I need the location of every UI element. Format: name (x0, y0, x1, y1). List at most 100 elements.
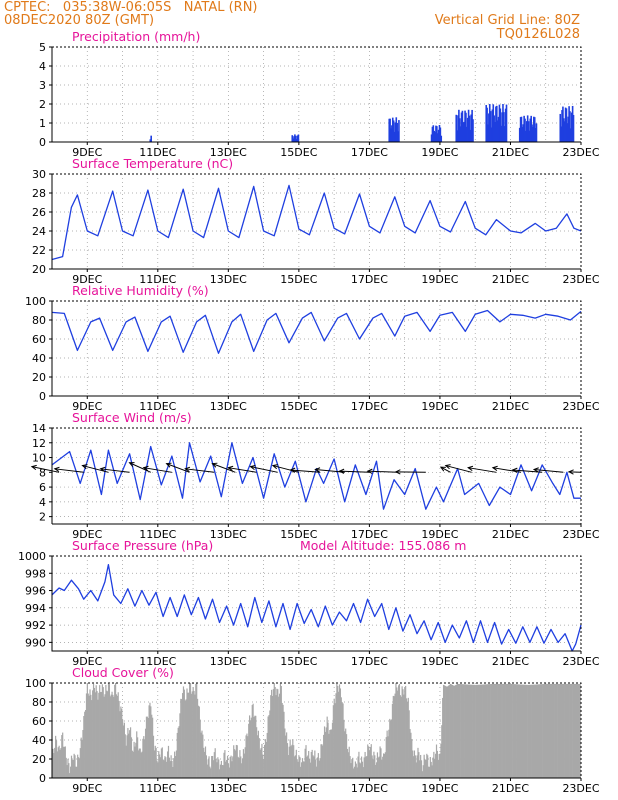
precip-bar (467, 109, 470, 142)
panel-frame (51, 300, 582, 397)
cloud-bar (489, 684, 491, 778)
precip-bar (490, 127, 493, 142)
cloud-bar (438, 753, 440, 778)
precip-bar (397, 131, 399, 142)
cloud-bar (428, 766, 431, 778)
cloud-bar (569, 683, 571, 778)
cloud-bar (302, 761, 304, 778)
cloud-bar (516, 684, 518, 778)
cloud-bar (421, 771, 423, 778)
precip-bar (571, 105, 574, 142)
cloud-bar (90, 694, 92, 778)
precip-bar (499, 108, 502, 142)
y-tick-label: 20 (32, 371, 46, 384)
cloud-bar (145, 716, 148, 778)
cloud-bar (288, 746, 290, 778)
cloud-bar (545, 683, 547, 778)
precip-bar (529, 118, 532, 142)
cloud-bar (242, 749, 245, 778)
cloud-bar (546, 683, 548, 778)
cloud-bar (436, 750, 438, 778)
cloud-bar (515, 684, 517, 778)
cloud-bar (178, 726, 180, 778)
precip-bar (462, 122, 465, 142)
cloud-bar (135, 742, 137, 778)
cloud-bar (172, 766, 174, 778)
wind-arrow (533, 469, 564, 473)
cloud-bar (279, 683, 282, 778)
cloud-bar (281, 702, 283, 778)
cloud-bar (508, 683, 510, 778)
precip-bar (394, 122, 397, 142)
cloud-bar (325, 727, 327, 778)
cloud-bar (407, 697, 409, 778)
cloud-bar (327, 722, 329, 778)
cloud-bar (570, 683, 573, 778)
cloud-bar (476, 684, 478, 778)
cloud-bar (496, 683, 498, 778)
cloud-bar (393, 696, 395, 778)
cloud-bar (222, 765, 224, 778)
cloud-bar (547, 683, 550, 778)
cloud-bar (151, 714, 153, 778)
cloud-bar (316, 757, 319, 778)
y-tick-label: 2 (39, 98, 46, 111)
cloud-bar (230, 755, 232, 778)
x-tick-label: 23DEC (562, 400, 599, 413)
cloud-bar (96, 691, 98, 778)
cloud-bar (129, 730, 131, 778)
cloud-bar (53, 752, 55, 778)
cloud-bar (373, 751, 375, 778)
x-tick-label: 15DEC (280, 655, 317, 668)
wind-arrow-head (567, 469, 574, 475)
cloud-bar (415, 762, 417, 778)
precip-bar (570, 112, 573, 142)
cloud-bar (346, 748, 349, 778)
cloud-bar (426, 753, 428, 778)
cloud-bar (536, 684, 538, 778)
cloud-bar (498, 683, 500, 778)
y-tick-label: 100 (25, 677, 46, 690)
precip-bar (470, 114, 473, 142)
cloud-bar (524, 684, 527, 778)
wind-arrow (185, 468, 215, 473)
precip-bar (463, 121, 465, 142)
precip-bar (497, 116, 500, 142)
cloud-bar (473, 684, 476, 778)
cloud-bar (56, 751, 58, 778)
wind-arrow-head (444, 464, 451, 470)
cloud-bar (561, 683, 564, 778)
cloud-bar (217, 757, 219, 778)
cloud-bar (353, 768, 355, 778)
cloud-bar (66, 765, 68, 778)
cloud-bar (404, 687, 406, 778)
precip-bar (150, 135, 152, 142)
cloud-bar (381, 759, 383, 778)
precip-bar (393, 131, 396, 142)
precip-bar (500, 125, 503, 142)
cloud-bar (484, 684, 486, 778)
cloud-bar (377, 757, 379, 778)
cloud-bar (528, 684, 530, 778)
cloud-bar (497, 683, 499, 778)
cloud-bar (166, 761, 168, 778)
cloud-bar (487, 684, 490, 778)
cloud-bar (92, 690, 94, 778)
cloud-bar (527, 684, 529, 778)
cloud-bar (276, 688, 278, 778)
precip-bar (458, 118, 461, 142)
precip-bar (430, 134, 433, 142)
cloud-bar (92, 683, 95, 778)
cloud-bar (555, 683, 558, 778)
cloud-bar (107, 691, 109, 778)
cloud-bar (577, 683, 580, 778)
cloud-bar (219, 764, 222, 778)
cloud-bar (532, 684, 535, 778)
cloud-bar (177, 727, 179, 778)
cloud-bar (274, 687, 276, 778)
precip-bar (503, 112, 505, 142)
cloud-bar (120, 706, 122, 778)
cloud-bar (184, 700, 186, 778)
cloud-bar (382, 756, 384, 778)
cloud-bar (370, 744, 372, 778)
